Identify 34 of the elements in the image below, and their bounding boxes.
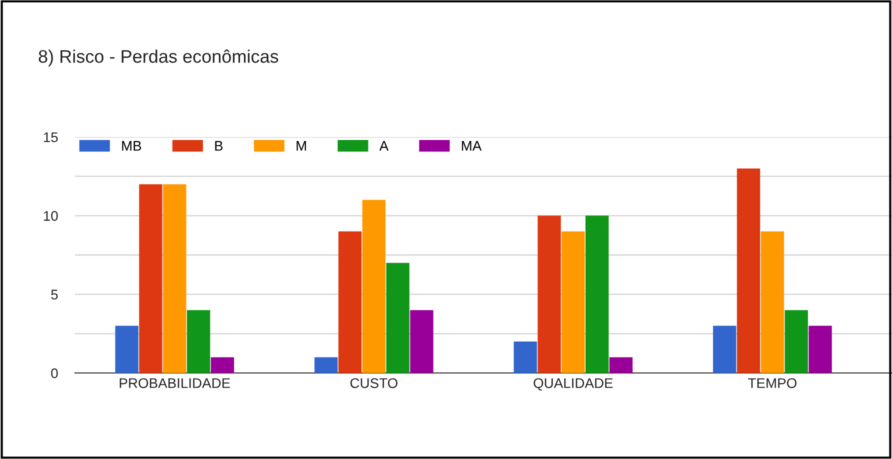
bar xyxy=(713,326,736,373)
bar xyxy=(362,200,386,373)
legend-label: MB xyxy=(122,141,142,151)
legend-label: A xyxy=(379,141,389,151)
legend-label: B xyxy=(215,141,223,151)
bar xyxy=(609,357,633,373)
legend-label: M xyxy=(296,141,306,151)
y-tick-label: 10 xyxy=(44,211,58,221)
bar xyxy=(514,342,537,373)
bar xyxy=(736,168,760,373)
y-tick-label: 5 xyxy=(51,290,58,300)
bar xyxy=(186,310,210,373)
x-tick-label: QUALIDADE xyxy=(534,378,613,391)
chart-title: 8) Risco - Perdas econômicas xyxy=(38,50,278,66)
bar xyxy=(139,184,162,373)
y-tick-label: 15 xyxy=(44,132,58,142)
bar xyxy=(314,357,338,373)
bar xyxy=(410,310,434,373)
bar xyxy=(338,231,362,373)
x-tick-label: PROBABILIDADE xyxy=(120,378,230,388)
bar xyxy=(538,216,561,373)
bar xyxy=(760,231,784,373)
bar xyxy=(210,357,234,373)
bar xyxy=(784,310,808,373)
bar xyxy=(163,184,186,373)
bar xyxy=(115,326,138,373)
legend-label: MA xyxy=(462,141,482,151)
bar xyxy=(585,216,609,373)
bar xyxy=(808,326,832,373)
y-tick-label: 0 xyxy=(51,368,58,378)
x-tick-label: CUSTO xyxy=(350,378,398,388)
x-tick-label: TEMPO xyxy=(748,378,796,388)
bar xyxy=(562,231,585,373)
bar xyxy=(386,262,410,373)
